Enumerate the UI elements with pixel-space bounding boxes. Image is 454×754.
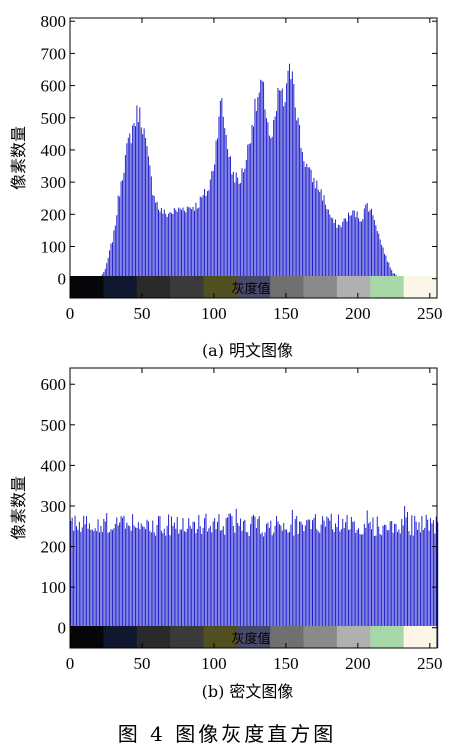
x-tick-label: 0	[66, 304, 75, 323]
y-tick-label: 700	[41, 44, 67, 63]
y-tick-label: 400	[41, 141, 67, 160]
colorbar-segment	[404, 276, 438, 298]
x-tick-label: 250	[417, 654, 443, 673]
x-tick-label: 50	[133, 304, 150, 323]
y-tick-label: 800	[41, 12, 67, 31]
colorbar-segment	[337, 626, 371, 648]
y-tick-label: 0	[58, 619, 67, 638]
x-tick-label: 0	[66, 654, 75, 673]
y-axis-label-ciphertext: 像素数量	[9, 476, 28, 540]
y-tick-label: 200	[41, 205, 67, 224]
histogram-plaintext: 灰度值 0 100 200 300 400 500 600 700 800 0 50 100 150 2…	[9, 12, 443, 360]
colorbar-segment	[70, 626, 104, 648]
y-tick-label: 0	[58, 270, 67, 289]
caption-plaintext: (a) 明文图像	[202, 341, 293, 360]
x-tick-label: 250	[417, 304, 443, 323]
colorbar-segment	[103, 276, 137, 298]
y-tick-label: 200	[41, 538, 67, 557]
y-tick-label: 300	[41, 173, 67, 192]
y-tick-label: 500	[41, 109, 67, 128]
y-axis-label-plaintext: 像素数量	[9, 126, 28, 190]
colorbar-segment	[304, 276, 338, 298]
x-tick-label: 100	[201, 304, 227, 323]
y-tick-label: 600	[41, 77, 67, 96]
x-tick-label: 200	[345, 304, 371, 323]
figure-caption: 图 4 图像灰度直方图	[118, 722, 336, 746]
caption-ciphertext: (b) 密文图像	[202, 682, 294, 701]
colorbar-segment	[404, 626, 438, 648]
colorbar-segment	[170, 276, 204, 298]
x-tick-label: 150	[273, 304, 299, 323]
colorbar-segment	[103, 626, 137, 648]
colorbar-segment	[337, 276, 371, 298]
colorbar-segment	[70, 276, 104, 298]
y-tick-label: 400	[41, 456, 67, 475]
y-tick-label: 100	[41, 238, 67, 257]
colorbar-segment	[170, 626, 204, 648]
bars-plaintext	[101, 64, 403, 298]
colorbar-segment	[270, 626, 304, 648]
x-tick-label: 200	[345, 654, 371, 673]
x-tick-label: 150	[273, 654, 299, 673]
colorbar-segment	[370, 276, 404, 298]
y-tick-label: 500	[41, 416, 67, 435]
y-tick-label: 600	[41, 375, 67, 394]
x-tick-label: 50	[133, 654, 150, 673]
colorbar-segment	[270, 276, 304, 298]
colorbar-label-ciphertext: 灰度值	[231, 631, 270, 647]
y-tick-label: 100	[41, 578, 67, 597]
x-tick-label: 100	[201, 654, 227, 673]
colorbar-segment	[304, 626, 338, 648]
colorbar-label-plaintext: 灰度值	[231, 281, 270, 297]
y-tick-label: 300	[41, 497, 67, 516]
colorbar-segment	[370, 626, 404, 648]
